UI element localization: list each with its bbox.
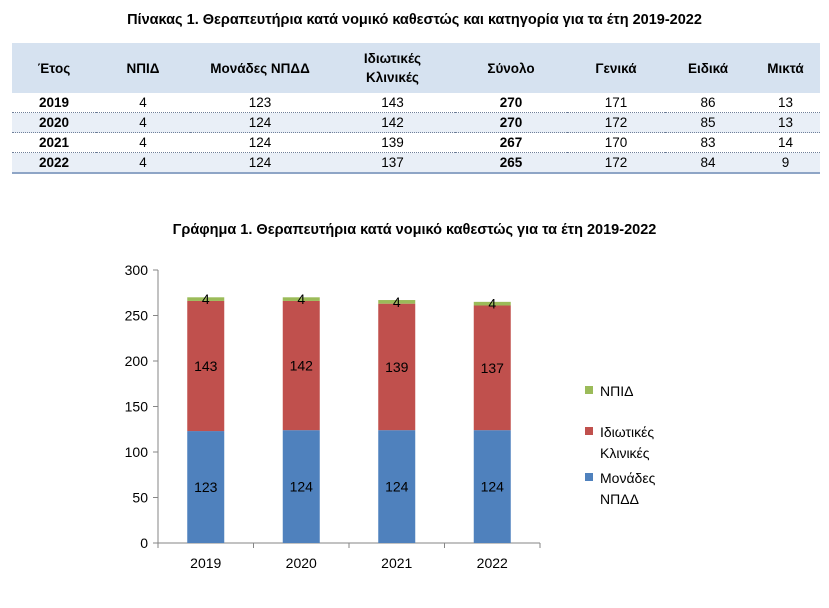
legend-label: Ιδιωτικές Κλινικές [600, 424, 654, 461]
cell-npdd: 124 [190, 112, 330, 133]
col-header-total: Σύνολο [455, 43, 567, 93]
bar-segment [282, 430, 320, 543]
cell-npdd: 124 [190, 152, 330, 174]
col-header-private-clinics: Ιδιωτικές Κλινικές [330, 43, 455, 93]
cell-mixed: 13 [751, 112, 820, 133]
cell-special: 83 [665, 132, 751, 153]
data-label: 4 [202, 291, 210, 307]
cell-npid: 4 [96, 93, 190, 113]
x-tick-label: 2020 [286, 555, 317, 571]
cell-mixed: 13 [751, 93, 820, 113]
x-tick-label: 2019 [190, 555, 221, 571]
col-header-private-clinics-line2: Κλινικές [366, 70, 419, 85]
col-header-general: Γενικά [567, 43, 665, 93]
legend-label: ΝΠΙΔ [600, 383, 633, 399]
table-row: 2022 4 124 137 265 172 84 9 [12, 152, 820, 174]
data-label: 4 [488, 296, 496, 312]
table-title: Πίνακας 1. Θεραπευτήρια κατά νομικό καθε… [127, 12, 702, 28]
table-header-row: Έτος ΝΠΙΔ Μονάδες ΝΠΔΔ Ιδιωτικές Κλινικέ… [12, 43, 820, 93]
col-header-npid: ΝΠΙΔ [96, 43, 190, 93]
data-label: 143 [194, 358, 218, 374]
bar-segment [282, 300, 320, 431]
cell-year: 2022 [12, 152, 96, 174]
bar-segment [187, 300, 225, 432]
cell-private-clinics: 142 [330, 112, 455, 133]
cell-general: 171 [567, 93, 665, 113]
legend-swatch [585, 473, 593, 481]
cell-npid: 4 [96, 112, 190, 133]
cell-total: 270 [455, 93, 567, 113]
y-tick-label: 150 [125, 399, 149, 415]
y-tick-label: 300 [125, 262, 149, 278]
bar-segment [473, 301, 511, 306]
data-label: 123 [194, 479, 218, 495]
legend-label: Μονάδες ΝΠΔΔ [600, 470, 656, 507]
cell-npid: 4 [96, 152, 190, 174]
data-table: Έτος ΝΠΙΔ Μονάδες ΝΠΔΔ Ιδιωτικές Κλινικέ… [12, 43, 820, 174]
y-tick-label: 50 [132, 490, 148, 506]
bar-segment [187, 431, 225, 543]
col-header-private-clinics-line1: Ιδιωτικές [363, 51, 422, 66]
cell-total: 270 [455, 112, 567, 133]
y-tick-label: 200 [125, 353, 149, 369]
cell-general: 172 [567, 152, 665, 174]
data-label: 124 [385, 479, 409, 495]
chart-title: Γράφημα 1. Θεραπευτήρια κατά νομικό καθε… [172, 222, 657, 238]
legend-swatch [585, 386, 593, 394]
data-label: 124 [481, 479, 505, 495]
bar-segment [187, 297, 225, 301]
table-row: 2020 4 124 142 270 172 85 13 [12, 112, 820, 133]
x-tick-label: 2022 [477, 555, 508, 571]
bar-segment [378, 303, 416, 431]
col-header-year: Έτος [12, 43, 96, 93]
cell-mixed: 14 [751, 132, 820, 153]
bar-segment [473, 430, 511, 543]
cell-special: 84 [665, 152, 751, 174]
bar-segment [378, 430, 416, 543]
cell-total: 265 [455, 152, 567, 174]
data-label: 139 [385, 359, 409, 375]
cell-mixed: 9 [751, 152, 820, 174]
cell-npid: 4 [96, 132, 190, 153]
legend-swatch [585, 427, 593, 435]
cell-total: 267 [455, 132, 567, 153]
cell-npdd: 123 [190, 93, 330, 113]
cell-private-clinics: 139 [330, 132, 455, 153]
bar-segment [378, 300, 416, 304]
cell-year: 2021 [12, 132, 96, 153]
col-header-mixed: Μικτά [751, 43, 820, 93]
data-label: 4 [393, 294, 401, 310]
data-label: 4 [297, 291, 305, 307]
cell-year: 2019 [12, 93, 96, 113]
col-header-npdd: Μονάδες ΝΠΔΔ [190, 43, 330, 93]
col-header-special: Ειδικά [665, 43, 751, 93]
cell-special: 85 [665, 112, 751, 133]
cell-private-clinics: 143 [330, 93, 455, 113]
data-label: 124 [290, 479, 314, 495]
cell-private-clinics: 137 [330, 152, 455, 174]
x-tick-label: 2021 [381, 555, 412, 571]
table-row: 2019 4 123 143 270 171 86 13 [12, 93, 820, 113]
data-label: 137 [481, 360, 505, 376]
y-tick-label: 100 [125, 444, 149, 460]
cell-general: 170 [567, 132, 665, 153]
bar-segment [282, 297, 320, 301]
cell-npdd: 124 [190, 132, 330, 153]
y-tick-label: 0 [140, 535, 148, 551]
cell-special: 86 [665, 93, 751, 113]
table-row: 2021 4 124 139 267 170 83 14 [12, 132, 820, 153]
bar-segment [473, 305, 511, 431]
data-label: 142 [290, 358, 314, 374]
y-tick-label: 250 [125, 308, 149, 324]
cell-general: 172 [567, 112, 665, 133]
cell-year: 2020 [12, 112, 96, 133]
